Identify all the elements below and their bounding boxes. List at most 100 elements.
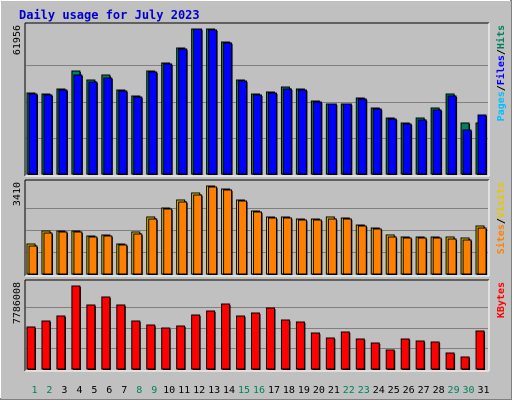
- bar-sites: [447, 238, 457, 275]
- bar-sites: [297, 219, 307, 275]
- x-tick-label-day: 16: [253, 385, 265, 396]
- bar-files: [417, 119, 427, 175]
- x-tick-label-day: 29: [448, 385, 460, 396]
- bar-sites: [223, 189, 233, 275]
- x-tick-label-day: 12: [193, 385, 205, 396]
- bar-sites: [462, 239, 472, 275]
- bar-files: [253, 94, 263, 175]
- bar-kbytes: [430, 341, 440, 370]
- bar-sites: [178, 201, 188, 275]
- series-label-part: Sites: [495, 224, 507, 254]
- bar-sites: [477, 227, 487, 275]
- bar-kbytes: [280, 319, 290, 370]
- bar-files: [208, 29, 218, 175]
- bar-sites: [43, 232, 53, 275]
- bar-kbytes: [191, 314, 201, 370]
- bar-sites: [118, 244, 128, 275]
- bar-files: [28, 93, 38, 175]
- bar-files: [447, 95, 457, 175]
- bar-files: [163, 63, 173, 175]
- panel-hits-files-pages-series-label: Pages/Files/Hits: [495, 25, 507, 121]
- bar-files: [462, 129, 472, 175]
- bar-kbytes: [355, 338, 365, 370]
- bar-files: [73, 74, 83, 175]
- bar-kbytes: [385, 349, 395, 370]
- bar-files: [357, 98, 367, 175]
- bar-sites: [267, 217, 277, 275]
- bar-files: [238, 80, 248, 175]
- series-label-part: Pages: [496, 91, 507, 121]
- bar-sites: [372, 228, 382, 275]
- x-tick-label-day: 14: [223, 385, 235, 396]
- bar-files: [282, 88, 292, 175]
- bar-kbytes: [370, 342, 380, 370]
- bar-files: [312, 101, 322, 175]
- bar-kbytes: [310, 332, 320, 370]
- bar-kbytes: [445, 352, 455, 370]
- series-label-part: /: [496, 85, 507, 91]
- bar-sites: [88, 236, 98, 275]
- bar-files: [178, 48, 188, 175]
- bar-files: [133, 96, 143, 175]
- bar-sites: [402, 237, 412, 275]
- bar-sites: [163, 208, 173, 275]
- x-tick-label-day: 27: [418, 385, 430, 396]
- bar-files: [193, 28, 203, 175]
- bar-sites: [73, 231, 83, 275]
- bar-sites: [387, 236, 397, 275]
- bar-sites: [432, 237, 442, 275]
- bar-kbytes: [340, 331, 350, 370]
- bar-kbytes: [26, 326, 36, 370]
- bar-files: [103, 77, 113, 175]
- bar-sites: [193, 194, 203, 275]
- bar-kbytes: [146, 324, 156, 370]
- bar-sites: [282, 217, 292, 275]
- panel-visits-sites-series-label: Sites/Visits: [495, 182, 507, 254]
- series-label-part: Hits: [495, 25, 507, 49]
- x-tick-label-day: 4: [76, 385, 82, 396]
- bar-sites: [238, 200, 248, 275]
- bar-files: [267, 92, 277, 175]
- series-label-part: Visits: [495, 182, 507, 218]
- series-label-part: /: [496, 49, 507, 55]
- bar-kbytes: [221, 303, 231, 370]
- bar-kbytes: [415, 340, 425, 370]
- x-tick-label-day: 1: [31, 385, 37, 396]
- bar-files: [297, 89, 307, 175]
- panel-hits-files-pages-ymax-label: 61956: [12, 25, 23, 55]
- bar-kbytes: [71, 285, 81, 370]
- bar-kbytes: [251, 312, 261, 370]
- bar-sites: [133, 233, 143, 275]
- x-tick-label-day: 28: [433, 385, 445, 396]
- bar-kbytes: [460, 356, 470, 370]
- bar-kbytes: [41, 320, 51, 370]
- x-tick-label-day: 10: [163, 385, 175, 396]
- x-tick-label-day: 15: [238, 385, 250, 396]
- panel-kbytes-series-label: KBytes: [496, 282, 507, 318]
- x-tick-label-day: 3: [61, 385, 67, 396]
- x-tick-label-day: 30: [463, 385, 475, 396]
- bar-sites: [253, 211, 263, 275]
- bar-kbytes: [475, 330, 485, 370]
- bar-sites: [357, 225, 367, 275]
- bar-files: [387, 118, 397, 175]
- bar-files: [477, 114, 487, 175]
- bar-sites: [58, 231, 68, 275]
- series-label-part: Files: [495, 55, 507, 85]
- bar-files: [148, 71, 158, 175]
- bar-files: [118, 90, 128, 175]
- bar-files: [327, 103, 337, 175]
- bar-kbytes: [325, 337, 335, 370]
- x-tick-label-day: 9: [151, 385, 157, 396]
- bar-sites: [417, 237, 427, 275]
- x-tick-label-day: 19: [298, 385, 310, 396]
- x-tick-label-day: 23: [358, 385, 370, 396]
- bar-files: [342, 103, 352, 175]
- x-tick-label-day: 11: [178, 385, 190, 396]
- frame-highlight-left: [0, 0, 1, 398]
- x-tick-label-day: 18: [283, 385, 295, 396]
- x-tick-label-day: 22: [343, 385, 355, 396]
- bar-sites: [208, 186, 218, 275]
- bar-kbytes: [86, 304, 96, 370]
